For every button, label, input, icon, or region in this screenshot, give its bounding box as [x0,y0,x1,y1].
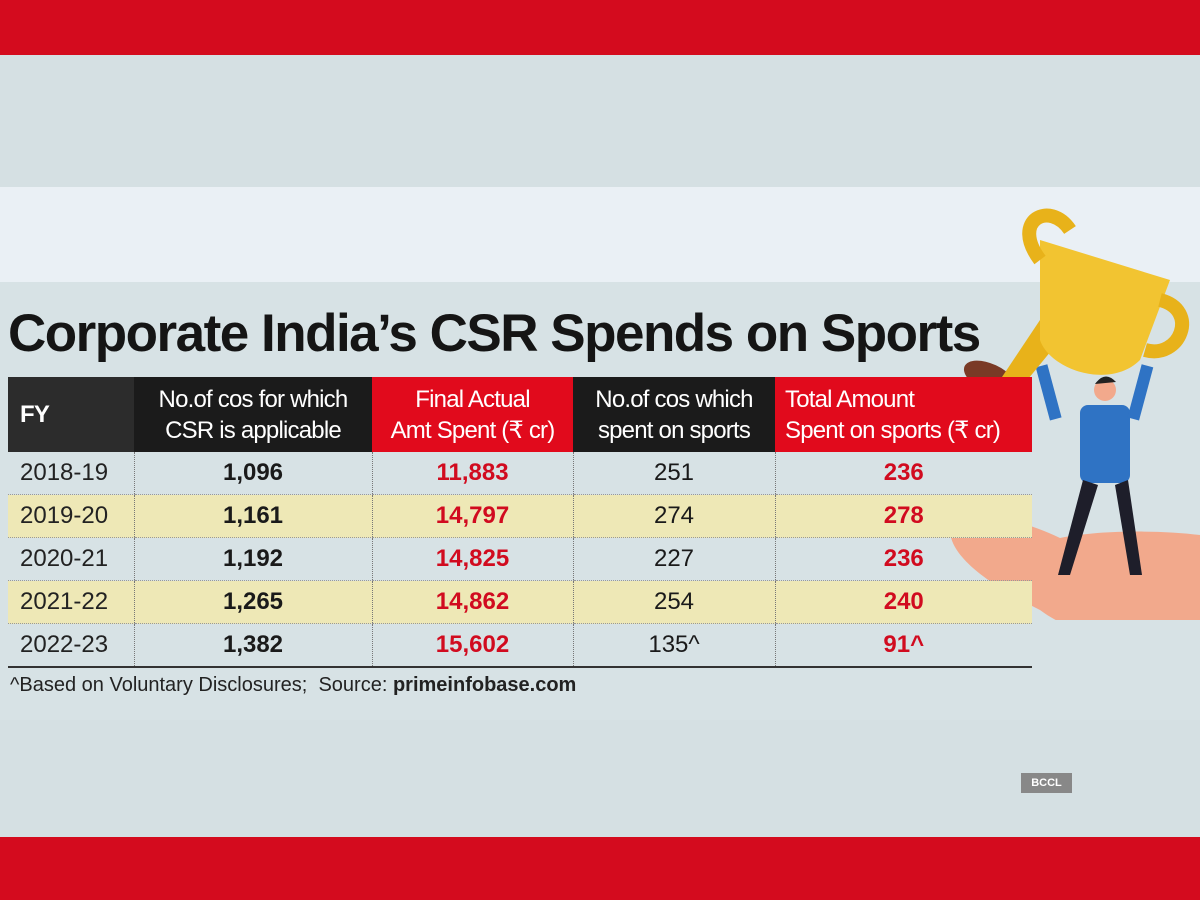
header-label: spent on sports [597,416,751,444]
cell-sports-amount: 236 [774,452,1032,495]
table-row: 2020-21 1,192 14,825 227 236 [8,537,1032,581]
cell-cos-applicable: 1,192 [133,537,372,581]
cell-fy: 2022-23 [8,623,134,668]
cell-cos-sports: 227 [572,537,775,581]
cell-fy: 2018-19 [8,452,134,495]
header-label: Amt Spent (₹ cr) [390,416,556,444]
table-header-row: FY No.of cos for which CSR is applicable … [8,377,1032,452]
cell-amount-spent: 14,797 [371,494,573,538]
header-amount-spent: Final Actual Amt Spent (₹ cr) [372,377,573,452]
footnote-note: ^Based on Voluntary Disclosures; [10,674,308,696]
cell-cos-applicable: 1,265 [133,580,372,624]
csr-table: FY No.of cos for which CSR is applicable … [8,377,1032,668]
cell-cos-applicable: 1,096 [133,452,372,495]
cell-sports-amount: 278 [774,494,1032,538]
cell-cos-sports: 251 [572,452,775,495]
table-row: 2022-23 1,382 15,602 135^ 91^ [8,623,1032,668]
table-row: 2021-22 1,265 14,862 254 240 [8,580,1032,624]
cell-sports-amount: 236 [774,537,1032,581]
page-title: Corporate India’s CSR Spends on Sports [8,304,981,363]
bottom-red-bar [0,837,1200,900]
header-label: FY [20,401,50,428]
watermark: BCCL [1021,773,1072,793]
cell-cos-sports: 274 [572,494,775,538]
cell-cos-sports: 254 [572,580,775,624]
cell-fy: 2019-20 [8,494,134,538]
footnote: ^Based on Voluntary Disclosures; Source:… [10,674,576,697]
cell-cos-applicable: 1,382 [133,623,372,668]
source-name: primeinfobase.com [392,674,577,696]
header-label: CSR is applicable [165,416,342,444]
cell-amount-spent: 14,825 [371,537,573,581]
person-icon [1035,364,1154,575]
header-sports-amount: Total Amount Spent on sports (₹ cr) [775,377,1032,452]
cell-cos-sports: 135^ [572,623,775,668]
cell-amount-spent: 11,883 [371,452,573,495]
cell-amount-spent: 14,862 [371,580,573,624]
header-label: Spent on sports (₹ cr) [785,416,1001,444]
light-band [0,187,1200,282]
header-label: No.of cos for which [158,385,349,413]
header-cos-applicable: No.of cos for which CSR is applicable [134,377,372,452]
header-fy: FY [8,377,134,452]
cell-fy: 2020-21 [8,537,134,581]
table-row: 2018-19 1,096 11,883 251 236 [8,452,1032,495]
table-row: 2019-20 1,161 14,797 274 278 [8,494,1032,538]
cell-fy: 2021-22 [8,580,134,624]
header-cos-sports: No.of cos which spent on sports [573,377,775,452]
header-label: No.of cos which [595,385,753,413]
cell-sports-amount: 240 [774,580,1032,624]
cell-cos-applicable: 1,161 [133,494,372,538]
header-label: Total Amount [785,385,915,413]
header-label: Final Actual [415,385,530,413]
source-label: Source: [318,674,388,696]
top-red-bar [0,0,1200,55]
cell-sports-amount: 91^ [774,623,1032,668]
cell-amount-spent: 15,602 [371,623,573,668]
